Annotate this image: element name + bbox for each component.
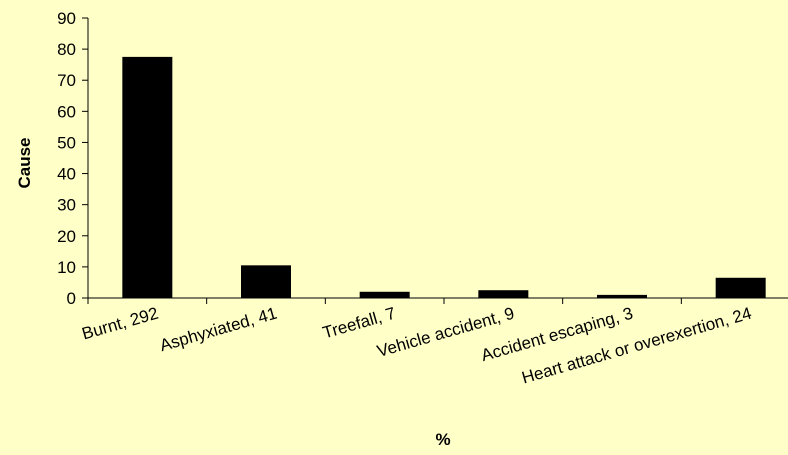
bar xyxy=(122,56,173,299)
bar xyxy=(715,277,766,298)
y-axis: 0 10 20 30 40 50 60 70 80 90 xyxy=(57,9,89,308)
y-axis-title: Cause xyxy=(15,137,34,188)
x-axis xyxy=(87,297,788,304)
y-tick-label: 40 xyxy=(57,165,76,184)
bar xyxy=(241,265,291,298)
x-axis-title: % xyxy=(435,430,450,449)
y-tick-label: 60 xyxy=(57,102,76,121)
y-tick-label: 30 xyxy=(57,196,76,215)
bars xyxy=(122,56,766,299)
bar xyxy=(359,291,410,298)
y-tick-label: 20 xyxy=(57,227,76,246)
y-tick-label: 90 xyxy=(57,9,76,28)
bar xyxy=(478,290,529,298)
y-tick-label: 10 xyxy=(57,258,76,277)
y-tick-label: 0 xyxy=(67,289,76,308)
y-tick-label: 70 xyxy=(57,71,76,90)
bar xyxy=(597,294,647,298)
y-tick-label: 50 xyxy=(57,133,76,152)
y-tick-label: 80 xyxy=(57,40,76,59)
